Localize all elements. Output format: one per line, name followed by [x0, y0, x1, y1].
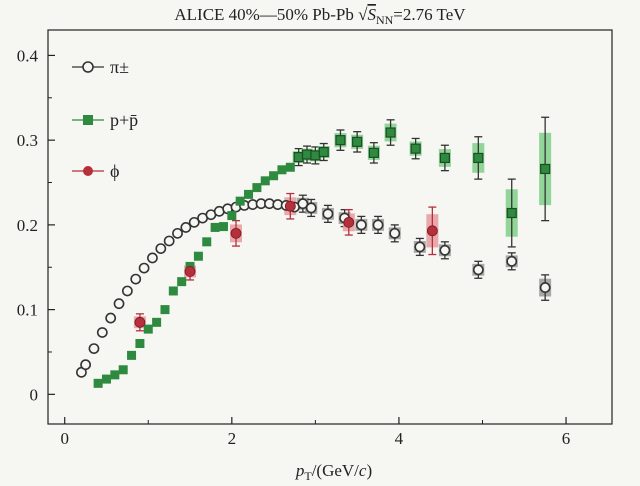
proton-point: [285, 162, 295, 172]
legend: π± p+p̄ ϕ: [72, 57, 138, 181]
proton-point: [168, 286, 178, 296]
pion-point: [322, 208, 334, 220]
x-tick-label: 4: [395, 429, 404, 448]
pion-point: [414, 241, 426, 253]
y-tick-label: 0.4: [17, 46, 39, 65]
axis-ticks: [48, 54, 567, 424]
proton-point: [410, 143, 421, 154]
proton-point: [318, 146, 329, 158]
proton-point: [93, 378, 103, 388]
chart-title: ALICE 40%—50% Pb-Pb √SNN=2.76 TeV: [174, 5, 466, 27]
x-tick-label: 6: [562, 429, 571, 448]
proton-point: [269, 171, 279, 181]
plot-frame: [47, 29, 613, 425]
pion-point: [96, 327, 108, 338]
x-tick-label: 0: [60, 429, 69, 448]
legend-label-phi: ϕ: [110, 161, 119, 181]
proton-point: [193, 251, 203, 261]
proton-point: [439, 152, 450, 164]
legend-marker-proton: [83, 115, 93, 125]
legend-marker-phi: [83, 166, 93, 176]
phi-point: [230, 227, 242, 239]
proton-point: [110, 370, 120, 380]
pion-point: [180, 222, 192, 233]
proton-point: [540, 163, 551, 175]
proton-point: [301, 149, 313, 160]
phi-point: [184, 266, 196, 277]
proton-point: [310, 150, 321, 161]
proton-point: [368, 147, 379, 158]
pion-point: [80, 359, 91, 371]
pion-point: [113, 298, 125, 310]
x-tick-label: 2: [228, 429, 237, 448]
proton-point: [293, 151, 304, 163]
proton-point: [218, 222, 228, 232]
pion-point: [506, 255, 518, 267]
proton-point: [227, 211, 237, 221]
pion-point: [130, 273, 142, 285]
phi-point: [343, 216, 355, 228]
proton-point: [252, 183, 262, 193]
proton-point: [210, 222, 220, 232]
y-tick-label: 0.1: [17, 301, 38, 320]
pion-point: [188, 216, 200, 228]
proton-point: [202, 237, 212, 247]
proton-point: [127, 350, 137, 360]
y-tick-label: 0: [30, 385, 39, 404]
proton-point: [244, 189, 254, 199]
pion-point: [88, 343, 100, 354]
legend-label-pi: π±: [110, 57, 129, 77]
proton-point: [160, 305, 170, 315]
proton-point: [152, 317, 162, 327]
pion-point: [389, 227, 401, 239]
pion-point: [472, 264, 484, 276]
pion-point: [172, 227, 183, 239]
proton-point: [101, 374, 111, 384]
proton-point: [135, 339, 145, 349]
legend-marker-pi: [82, 61, 94, 73]
pion-point: [355, 219, 367, 231]
x-axis-label: pT/(GeV/c): [295, 461, 372, 483]
legend-label-proton: p+p̄: [110, 110, 138, 130]
pion-point: [105, 312, 117, 324]
proton-point: [235, 196, 245, 206]
proton-point: [352, 136, 363, 147]
proton-point: [506, 207, 517, 219]
pion-point: [121, 285, 133, 297]
proton-point: [177, 277, 187, 287]
pion-point: [138, 262, 150, 274]
pion-point: [539, 282, 551, 293]
pion-point: [155, 243, 167, 255]
proton-point: [473, 152, 484, 164]
phi-point: [134, 316, 146, 328]
axis-tick-labels: 0 2 4 6 0 0.1 0.2 0.3 0.4: [17, 46, 571, 448]
proton-point: [143, 324, 153, 334]
proton-point: [260, 176, 270, 186]
data-points: [76, 127, 551, 388]
phi-point: [284, 200, 296, 212]
pion-point: [163, 235, 175, 247]
phi-point: [426, 225, 438, 237]
proton-point: [277, 165, 287, 175]
proton-point: [118, 365, 128, 375]
pion-point: [147, 252, 158, 264]
y-tick-label: 0.2: [17, 216, 38, 235]
proton-point: [335, 135, 346, 146]
proton-point: [385, 127, 396, 138]
pion-point: [297, 198, 309, 210]
pion-point: [372, 219, 384, 231]
pion-point: [439, 244, 451, 256]
pion-point: [305, 202, 317, 214]
y-tick-label: 0.3: [17, 131, 38, 150]
